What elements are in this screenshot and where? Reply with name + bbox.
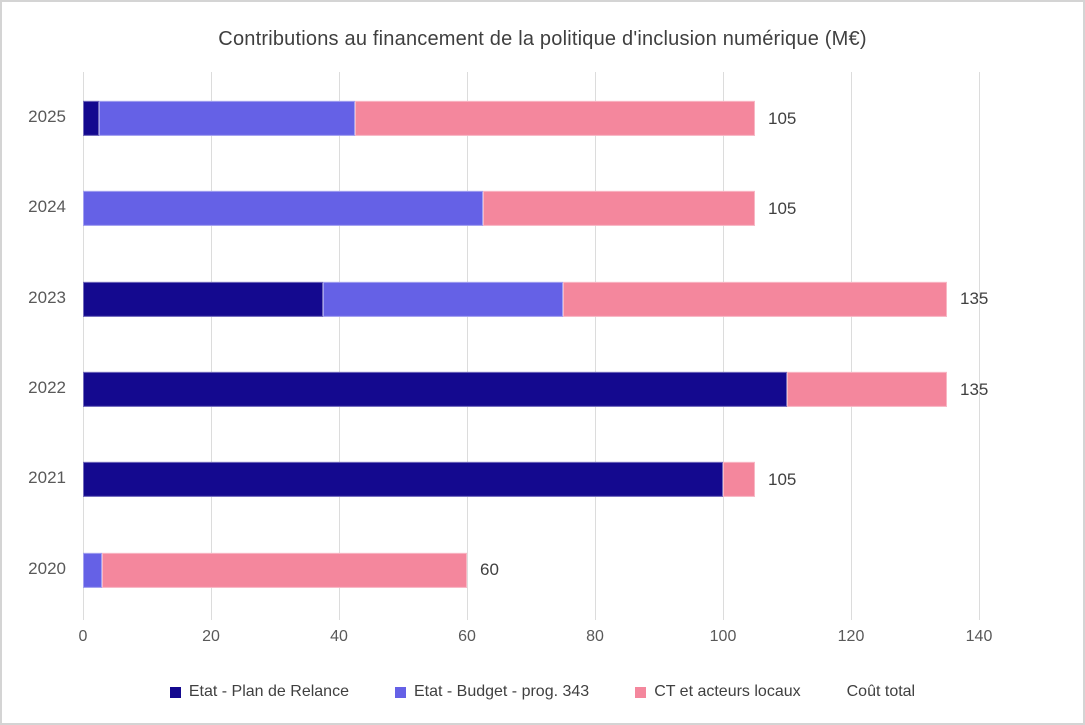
total-data-label: 135 bbox=[960, 289, 989, 309]
total-data-label: 135 bbox=[960, 379, 989, 399]
x-axis-labels: 0 20 40 60 80 100 120 140 bbox=[79, 628, 993, 650]
axis-tick bbox=[723, 614, 724, 620]
total-data-label: 60 bbox=[480, 560, 499, 580]
bar-row: 135 bbox=[83, 343, 988, 433]
stacked-bar bbox=[83, 191, 979, 227]
x-tick-label: 120 bbox=[837, 628, 865, 645]
stacked-bar bbox=[83, 281, 979, 317]
bar-row: 105 bbox=[83, 162, 979, 252]
bar-segment bbox=[98, 101, 355, 137]
gridline bbox=[211, 72, 212, 614]
bar-segment bbox=[723, 462, 755, 498]
bar-segment bbox=[354, 101, 755, 137]
bar-row: 60 bbox=[83, 524, 979, 614]
bar-segment bbox=[83, 281, 323, 317]
gridline bbox=[851, 72, 852, 614]
total-data-label: 105 bbox=[768, 108, 797, 128]
gridline bbox=[339, 72, 340, 614]
axis-tick bbox=[851, 614, 852, 620]
y-category-label: 2022 bbox=[28, 378, 66, 398]
y-category-label: 2024 bbox=[28, 197, 66, 217]
total-data-label: 105 bbox=[768, 198, 797, 218]
x-tick-label: 140 bbox=[965, 628, 993, 645]
y-category-label: 2023 bbox=[28, 287, 66, 307]
legend-item: Etat - Budget - prog. 343 bbox=[394, 683, 590, 701]
bar-segment bbox=[102, 552, 467, 588]
legend-label: Coût total bbox=[846, 683, 916, 700]
bar-row: 105 bbox=[83, 72, 979, 162]
y-axis-labels: 2025 2024 2023 2022 2021 2020 bbox=[2, 72, 66, 614]
y-category-label: 2021 bbox=[28, 468, 66, 488]
gridline bbox=[83, 72, 84, 614]
legend: Etat - Plan de Relance Etat - Budget - pr… bbox=[2, 683, 1083, 701]
stacked-bar bbox=[83, 372, 979, 408]
stacked-bar bbox=[83, 462, 979, 498]
x-tick-label: 60 bbox=[458, 628, 476, 645]
bar-segment bbox=[483, 191, 755, 227]
legend-item-total: Coût total bbox=[847, 683, 915, 701]
axis-tick bbox=[595, 614, 596, 620]
y-category-label: 2025 bbox=[28, 107, 66, 127]
gridline bbox=[979, 72, 980, 614]
legend-item: Etat - Plan de Relance bbox=[169, 683, 349, 701]
gridline bbox=[595, 72, 596, 614]
axis-tick bbox=[979, 614, 980, 620]
legend-label: CT et acteurs locaux bbox=[654, 683, 801, 700]
bar-row: 135 bbox=[83, 253, 988, 343]
bar-segment bbox=[83, 462, 723, 498]
plot-area: 105 105 135 135 105 60 bbox=[83, 72, 988, 620]
chart-title: Contributions au financement de la polit… bbox=[218, 28, 867, 50]
axis-tick bbox=[339, 614, 340, 620]
gridline bbox=[723, 72, 724, 614]
bar-row: 105 bbox=[83, 433, 979, 523]
axis-tick bbox=[211, 614, 212, 620]
legend-swatch bbox=[394, 686, 406, 698]
x-tick-label: 80 bbox=[586, 628, 604, 645]
legend-item: CT et acteurs locaux bbox=[635, 683, 801, 701]
stacked-bar bbox=[83, 101, 979, 137]
total-data-label: 105 bbox=[768, 469, 797, 489]
legend-swatch bbox=[169, 686, 181, 698]
bar-segment bbox=[563, 281, 947, 317]
legend-label: Etat - Budget - prog. 343 bbox=[413, 683, 590, 700]
x-tick-label: 40 bbox=[330, 628, 348, 645]
legend-swatch bbox=[635, 686, 647, 698]
axis-tick bbox=[83, 614, 84, 620]
x-tick-label: 0 bbox=[78, 628, 88, 645]
y-category-label: 2020 bbox=[28, 558, 66, 578]
bar-segment bbox=[787, 372, 947, 408]
gridline bbox=[467, 72, 468, 614]
bar-segment bbox=[323, 281, 563, 317]
bar-segment bbox=[83, 101, 99, 137]
bar-segment bbox=[83, 552, 103, 588]
axis-tick bbox=[467, 614, 468, 620]
x-tick-label: 20 bbox=[202, 628, 220, 645]
legend-label: Etat - Plan de Relance bbox=[188, 683, 349, 700]
x-tick-label: 100 bbox=[709, 628, 737, 645]
bar-segment bbox=[83, 191, 483, 227]
bar-segment bbox=[83, 372, 787, 408]
stacked-bar bbox=[83, 552, 979, 588]
